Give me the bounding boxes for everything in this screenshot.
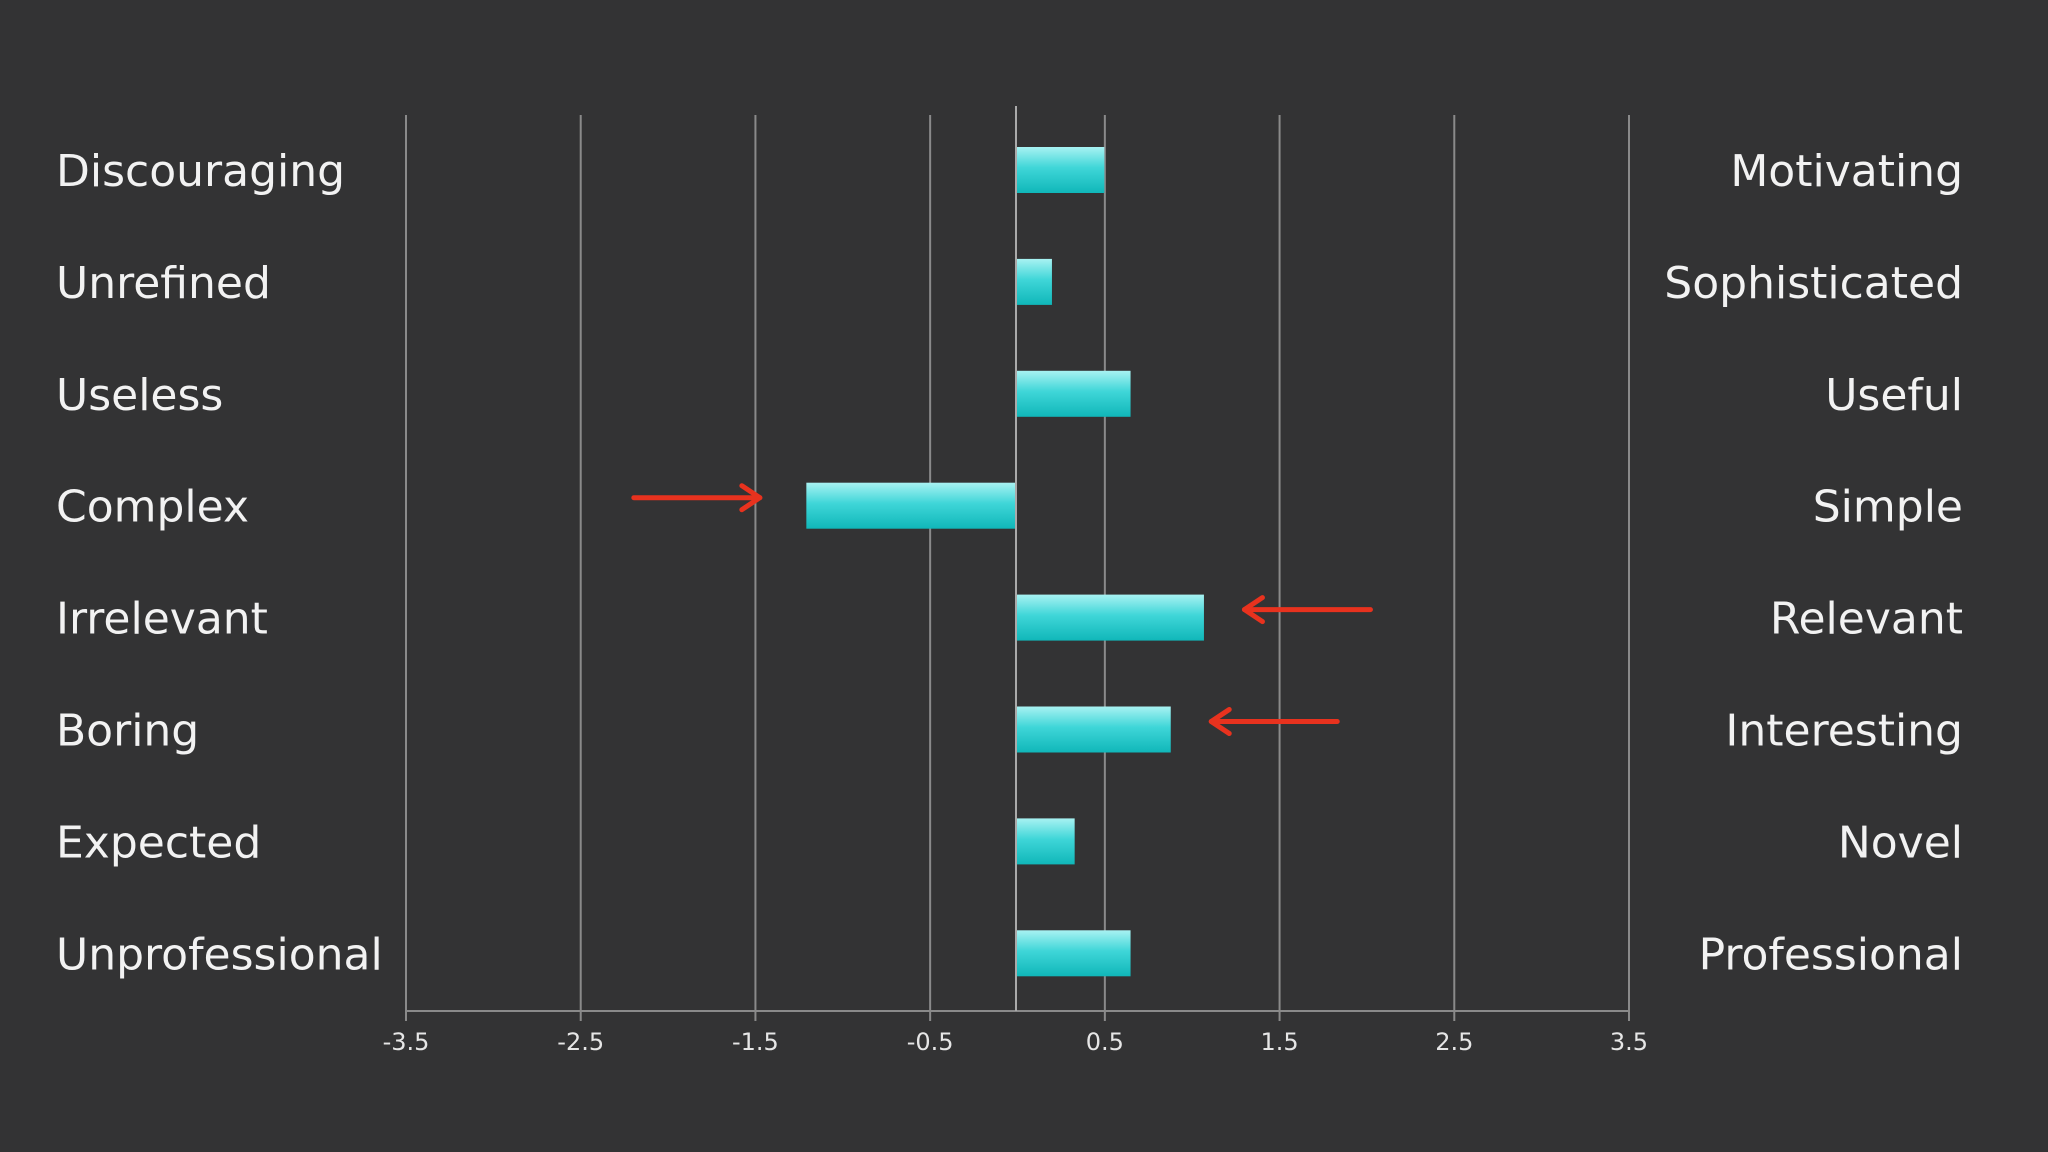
bar: [1017, 706, 1171, 753]
right-category-label: Professional: [1699, 929, 1963, 980]
x-tick-label: 1.5: [1260, 1028, 1298, 1056]
right-category-label: Useful: [1825, 370, 1963, 421]
left-category-label: Boring: [56, 706, 199, 757]
bar: [1017, 370, 1131, 417]
right-category-label: Sophisticated: [1664, 258, 1963, 309]
left-category-label: Unprofessional: [56, 929, 383, 980]
bar: [806, 482, 1016, 529]
x-tick-label: -3.5: [383, 1028, 430, 1056]
annotation-arrows: [631, 483, 1373, 736]
left-category-label: Expected: [56, 817, 261, 868]
x-tick-label: 0.5: [1086, 1028, 1124, 1056]
category-labels: Discouraging Motivating Unrefined Sophistic…: [56, 146, 1963, 980]
grid-lines: [405, 115, 1630, 1011]
right-category-label: Simple: [1813, 482, 1963, 533]
x-tick-label: 3.5: [1610, 1028, 1648, 1056]
annotation-arrow: [631, 483, 763, 513]
x-tick-label: -0.5: [907, 1028, 954, 1056]
annotation-arrow: [1208, 707, 1340, 736]
axes: -3.5 -2.5 -1.5 -0.5 0.5 1.5 2.5 3.5: [383, 106, 1648, 1056]
right-category-label: Motivating: [1730, 146, 1963, 197]
right-category-label: Relevant: [1770, 594, 1963, 645]
x-tick-label: -2.5: [557, 1028, 604, 1056]
bar: [1017, 818, 1075, 865]
left-category-label: Irrelevant: [56, 594, 268, 645]
bars: [806, 147, 1204, 977]
bar: [1017, 147, 1105, 193]
annotation-arrow: [1241, 595, 1373, 625]
right-category-label: Novel: [1838, 817, 1963, 868]
bar: [1017, 930, 1131, 977]
bar: [1017, 594, 1204, 641]
bar: [1017, 258, 1052, 305]
left-category-label: Complex: [56, 482, 249, 533]
right-category-label: Interesting: [1725, 706, 1963, 757]
left-category-label: Unrefined: [56, 258, 271, 309]
x-tick-label: -1.5: [732, 1028, 779, 1056]
left-category-label: Useless: [56, 370, 223, 421]
x-tick-label: 2.5: [1435, 1028, 1473, 1056]
left-category-label: Discouraging: [56, 146, 345, 197]
